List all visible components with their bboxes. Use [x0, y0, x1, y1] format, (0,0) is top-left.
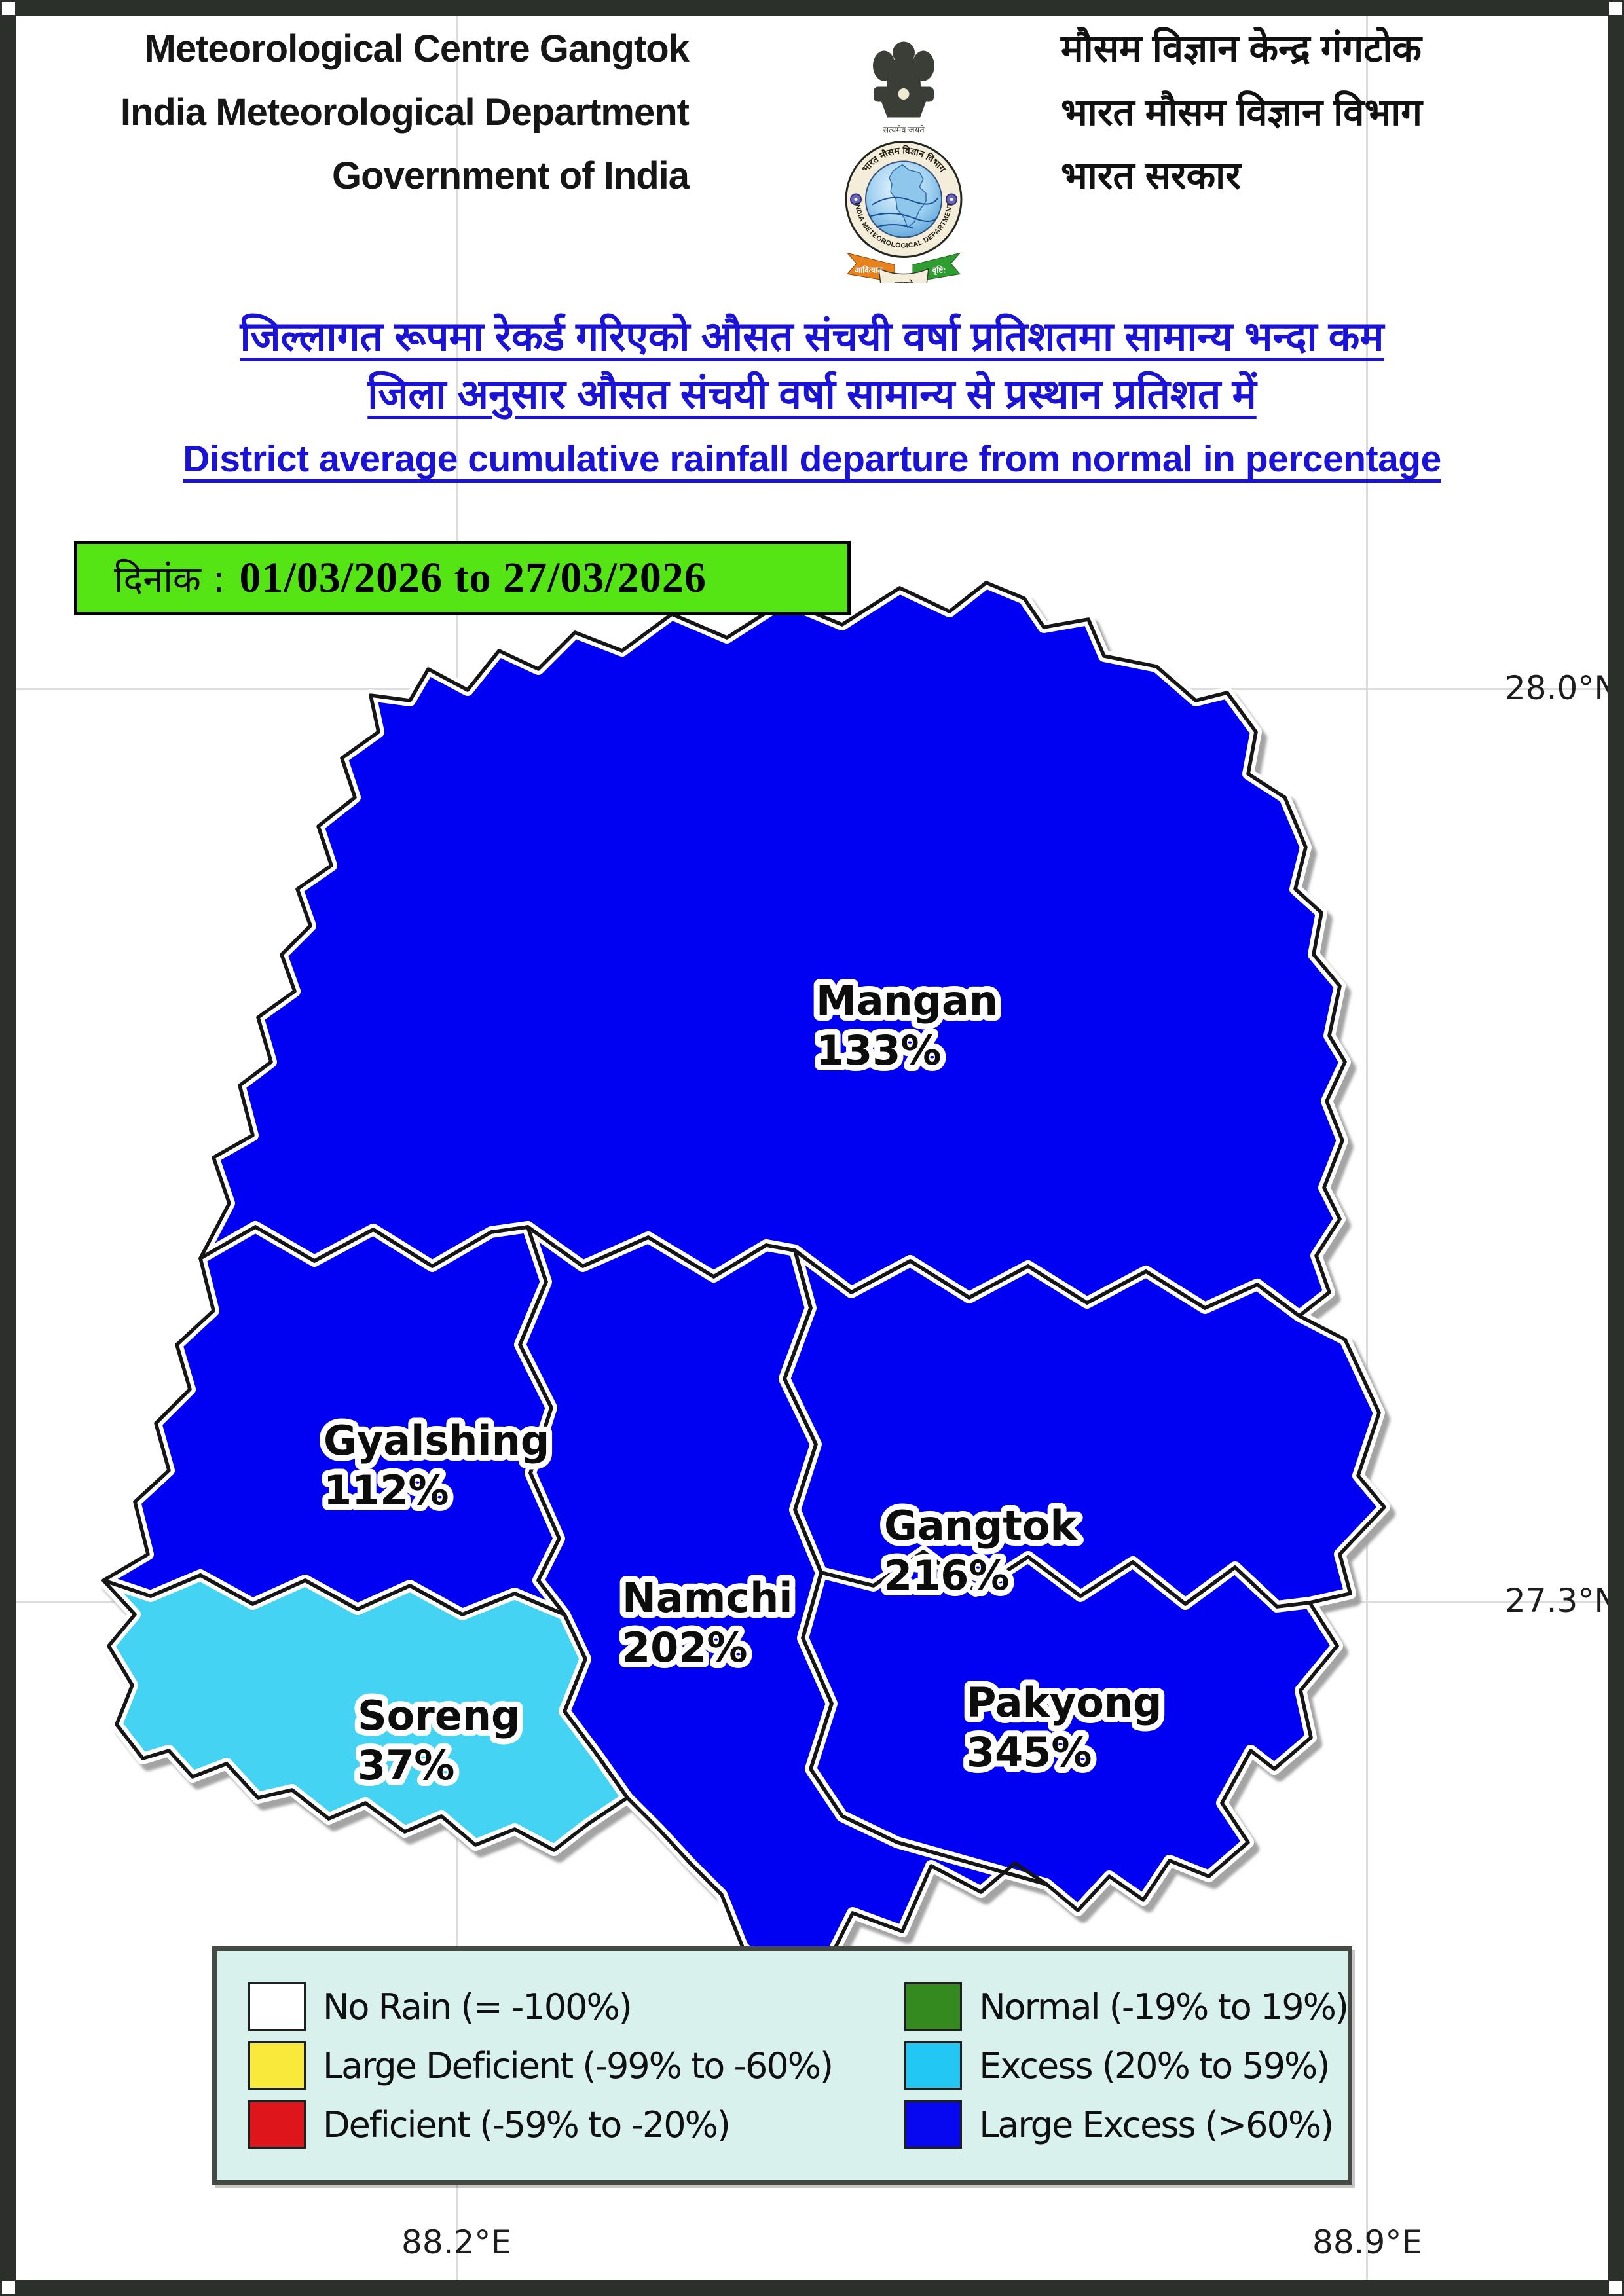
legend-label-deficient: Deficient (-59% to -20%): [323, 2104, 731, 2145]
lat-label-27-3: 27.3°N: [1505, 1582, 1619, 1620]
legend-column-right: Normal (-19% to 19%) Excess (20% to 59%)…: [904, 1982, 1349, 2180]
org-title-hindi: मौसम विज्ञान केन्द्र गंगटोक भारत मौसम वि…: [1061, 17, 1585, 208]
legend-label-no-rain: No Rain (= -100%): [323, 1986, 633, 2028]
label-gangtok-value: 216%: [884, 1552, 1010, 1599]
label-gyalshing-name: Gyalshing: [323, 1417, 549, 1465]
label-gangtok-name: Gangtok: [884, 1502, 1078, 1550]
title-english: District average cumulative rainfall dep…: [183, 438, 1441, 480]
ring-rosette-icons: [850, 193, 957, 206]
label-pakyong-value: 345%: [967, 1728, 1092, 1776]
org-hi-line-2: भारत मौसम विज्ञान विभाग: [1061, 91, 1422, 134]
ribbon-center-text: जायते: [894, 280, 913, 283]
swatch-deficient: [248, 2100, 306, 2149]
swatch-excess: [904, 2041, 963, 2090]
title-hindi: जिला अनुसार औसत संचयी वर्षा सामान्य से प…: [367, 372, 1257, 417]
swatch-large-excess: [904, 2100, 963, 2149]
corner-notch-bottom-right: [1609, 2281, 1622, 2294]
corner-notch-top-right: [1609, 2, 1622, 15]
lat-label-28: 28.0°N: [1505, 669, 1619, 707]
district-labels: Mangan 133% Gyalshing 112% Namchi 202% G…: [318, 971, 1168, 1795]
satyameva-jayate-text: सत्यमेव जयते: [883, 125, 925, 135]
district-mangan: [200, 583, 1345, 1316]
swatch-normal: [904, 1982, 963, 2031]
label-gyalshing-value: 112%: [323, 1467, 449, 1514]
wind-streamlines-icon: [869, 196, 938, 229]
date-range-value: 01/03/2026 to 27/03/2026: [239, 554, 707, 602]
ribbon-left-text: आदित्यात्: [855, 266, 883, 276]
sikkim-district-map: Mangan 133% Gyalshing 112% Namchi 202% G…: [98, 575, 1395, 1989]
label-namchi-name: Namchi: [622, 1574, 792, 1622]
org-line-1: Meteorological Centre Gangtok: [144, 27, 690, 70]
india-landmass-icon: [889, 164, 927, 228]
legend-item-no-rain: No Rain (= -100%): [248, 1982, 904, 2031]
gridline-lon-88-9: [1366, 16, 1368, 2280]
org-hi-line-3: भारत सरकार: [1061, 155, 1241, 197]
legend-item-large-deficient: Large Deficient (-99% to -60%): [248, 2041, 904, 2090]
org-line-3: Government of India: [332, 155, 690, 197]
date-range-box: दिनांक : 01/03/2026 to 27/03/2026: [74, 541, 851, 615]
imd-logo: सत्यमेव जयते भारत मौसम विज्ञान विभाग IND…: [845, 41, 963, 283]
legend-column-left: No Rain (= -100%) Large Deficient (-99% …: [248, 1982, 904, 2180]
label-mangan-value: 133%: [816, 1027, 942, 1074]
legend-label-normal: Normal (-19% to 19%): [979, 1986, 1349, 2028]
lon-label-88-9: 88.9°E: [1312, 2223, 1422, 2261]
org-line-2: India Meteorological Department: [120, 91, 690, 134]
label-soreng-name: Soreng: [358, 1692, 520, 1740]
legend-item-deficient: Deficient (-59% to -20%): [248, 2100, 904, 2149]
swatch-large-deficient: [248, 2041, 306, 2090]
ribbon-right-text: वृष्टि:: [932, 266, 946, 276]
legend-item-excess: Excess (20% to 59%): [904, 2041, 1348, 2090]
legend-label-large-deficient: Large Deficient (-99% to -60%): [323, 2045, 834, 2086]
logo-ribbons: आदित्यात् वृष्टि: जायते: [846, 252, 961, 283]
label-namchi-value: 202%: [622, 1624, 748, 1671]
legend-box: No Rain (= -100%) Large Deficient (-99% …: [212, 1946, 1352, 2185]
legend-label-large-excess: Large Excess (>60%): [979, 2104, 1334, 2145]
org-title-english: Meteorological Centre Gangtok India Mete…: [65, 17, 690, 208]
corner-notch-bottom-left: [2, 2281, 15, 2294]
label-soreng-value: 37%: [358, 1741, 454, 1789]
label-pakyong-name: Pakyong: [967, 1679, 1162, 1726]
legend-item-large-excess: Large Excess (>60%): [904, 2100, 1348, 2149]
corner-notch-top-left: [2, 2, 15, 15]
ashoka-capital-icon: [873, 41, 934, 118]
legend-item-normal: Normal (-19% to 19%): [904, 1982, 1349, 2031]
org-hi-line-1: मौसम विज्ञान केन्द्र गंगटोक: [1061, 27, 1422, 70]
label-mangan-name: Mangan: [816, 977, 998, 1025]
legend-label-excess: Excess (20% to 59%): [979, 2045, 1330, 2086]
date-label: दिनांक :: [114, 558, 225, 601]
lon-label-88-2: 88.2°E: [401, 2223, 511, 2261]
swatch-no-rain: [248, 1982, 306, 2031]
title-nepali: जिल्लागत रूपमा रेकर्ड गरिएको औसत संचयी व…: [240, 314, 1384, 359]
district-fills: [103, 583, 1384, 1981]
